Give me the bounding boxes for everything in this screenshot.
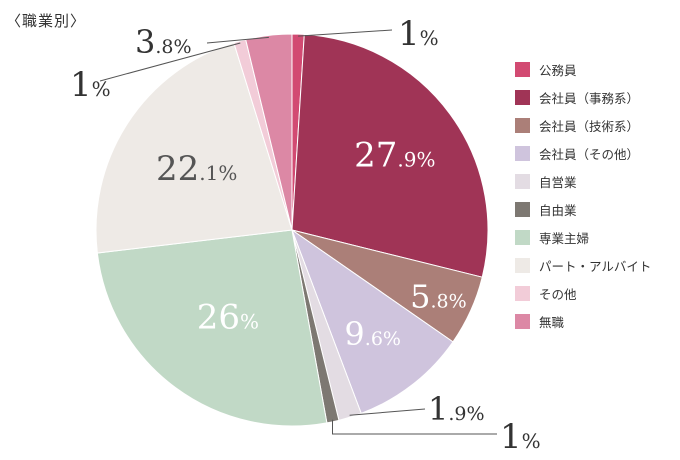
leader-lines [99, 29, 497, 435]
legend-item: 自由業 [515, 195, 651, 223]
legend-swatch [515, 201, 530, 217]
legend: 公務員会社員（事務系） 会社員（技術系） 会社員（その他） 自営業自由業専業主婦パート… [515, 55, 651, 335]
slice-label: 1.9% [428, 390, 485, 428]
legend-item: 無職 [515, 307, 651, 335]
pie-slice [291, 33, 489, 278]
slice-label: 9.6% [344, 315, 401, 353]
legend-item: その他 [515, 279, 651, 307]
slice-label: 22.1% [156, 149, 237, 189]
legend-label: 無職 [539, 314, 565, 330]
legend-item: 公務員 [515, 55, 651, 83]
chart-title: 〈職業別〉 [6, 12, 87, 30]
legend-item: 自営業 [515, 167, 651, 195]
legend-swatch [515, 145, 530, 161]
slice-label: 1% [500, 417, 541, 457]
legend-item: 会社員（事務系） [515, 83, 651, 111]
slice-label: 26% [197, 298, 259, 338]
legend-swatch [515, 117, 530, 133]
legend-label: 会社員（技術系） [539, 118, 640, 134]
legend-swatch [515, 61, 530, 77]
legend-label: 自由業 [539, 202, 577, 218]
legend-swatch [515, 89, 530, 105]
legend-item: 会社員（技術系） [515, 111, 651, 139]
pie-slice [290, 228, 454, 415]
leader-line [349, 408, 426, 416]
legend-swatch [515, 229, 530, 245]
legend-item: 専業主婦 [515, 223, 651, 251]
pie-slices [95, 33, 489, 427]
slice-label: 3.8% [135, 23, 192, 61]
leader-line [298, 29, 393, 37]
pie-slice [96, 229, 328, 427]
legend-label: 自営業 [539, 174, 577, 190]
pie-slice [95, 42, 293, 254]
legend-label: 専業主婦 [539, 230, 590, 246]
legend-label: パート・アルバイト [539, 258, 652, 274]
legend-label: 会社員（その他） [539, 146, 640, 162]
legend-swatch [515, 173, 530, 189]
legend-item: 会社員（その他） [515, 139, 651, 167]
slice-label: 27.9% [354, 136, 435, 176]
legend-swatch [515, 257, 530, 273]
slice-label: 5.8% [410, 278, 467, 316]
slice-label: 1% [70, 65, 111, 105]
legend-swatch [515, 285, 530, 301]
leader-line [332, 419, 497, 435]
data-labels: 1% 27.9% 5.8%9.6% 1.9% 1% 26% 22.1% 1% 3.8% [70, 14, 541, 457]
legend-label: その他 [539, 286, 577, 302]
legend-label: 公務員 [539, 62, 577, 78]
legend-label: 会社員（事務系） [539, 90, 640, 106]
slice-label: 1% [398, 14, 439, 54]
leader-line [206, 36, 269, 44]
legend-item: パート・アルバイト [515, 251, 651, 279]
leader-line [99, 42, 241, 82]
legend-swatch [515, 313, 530, 329]
